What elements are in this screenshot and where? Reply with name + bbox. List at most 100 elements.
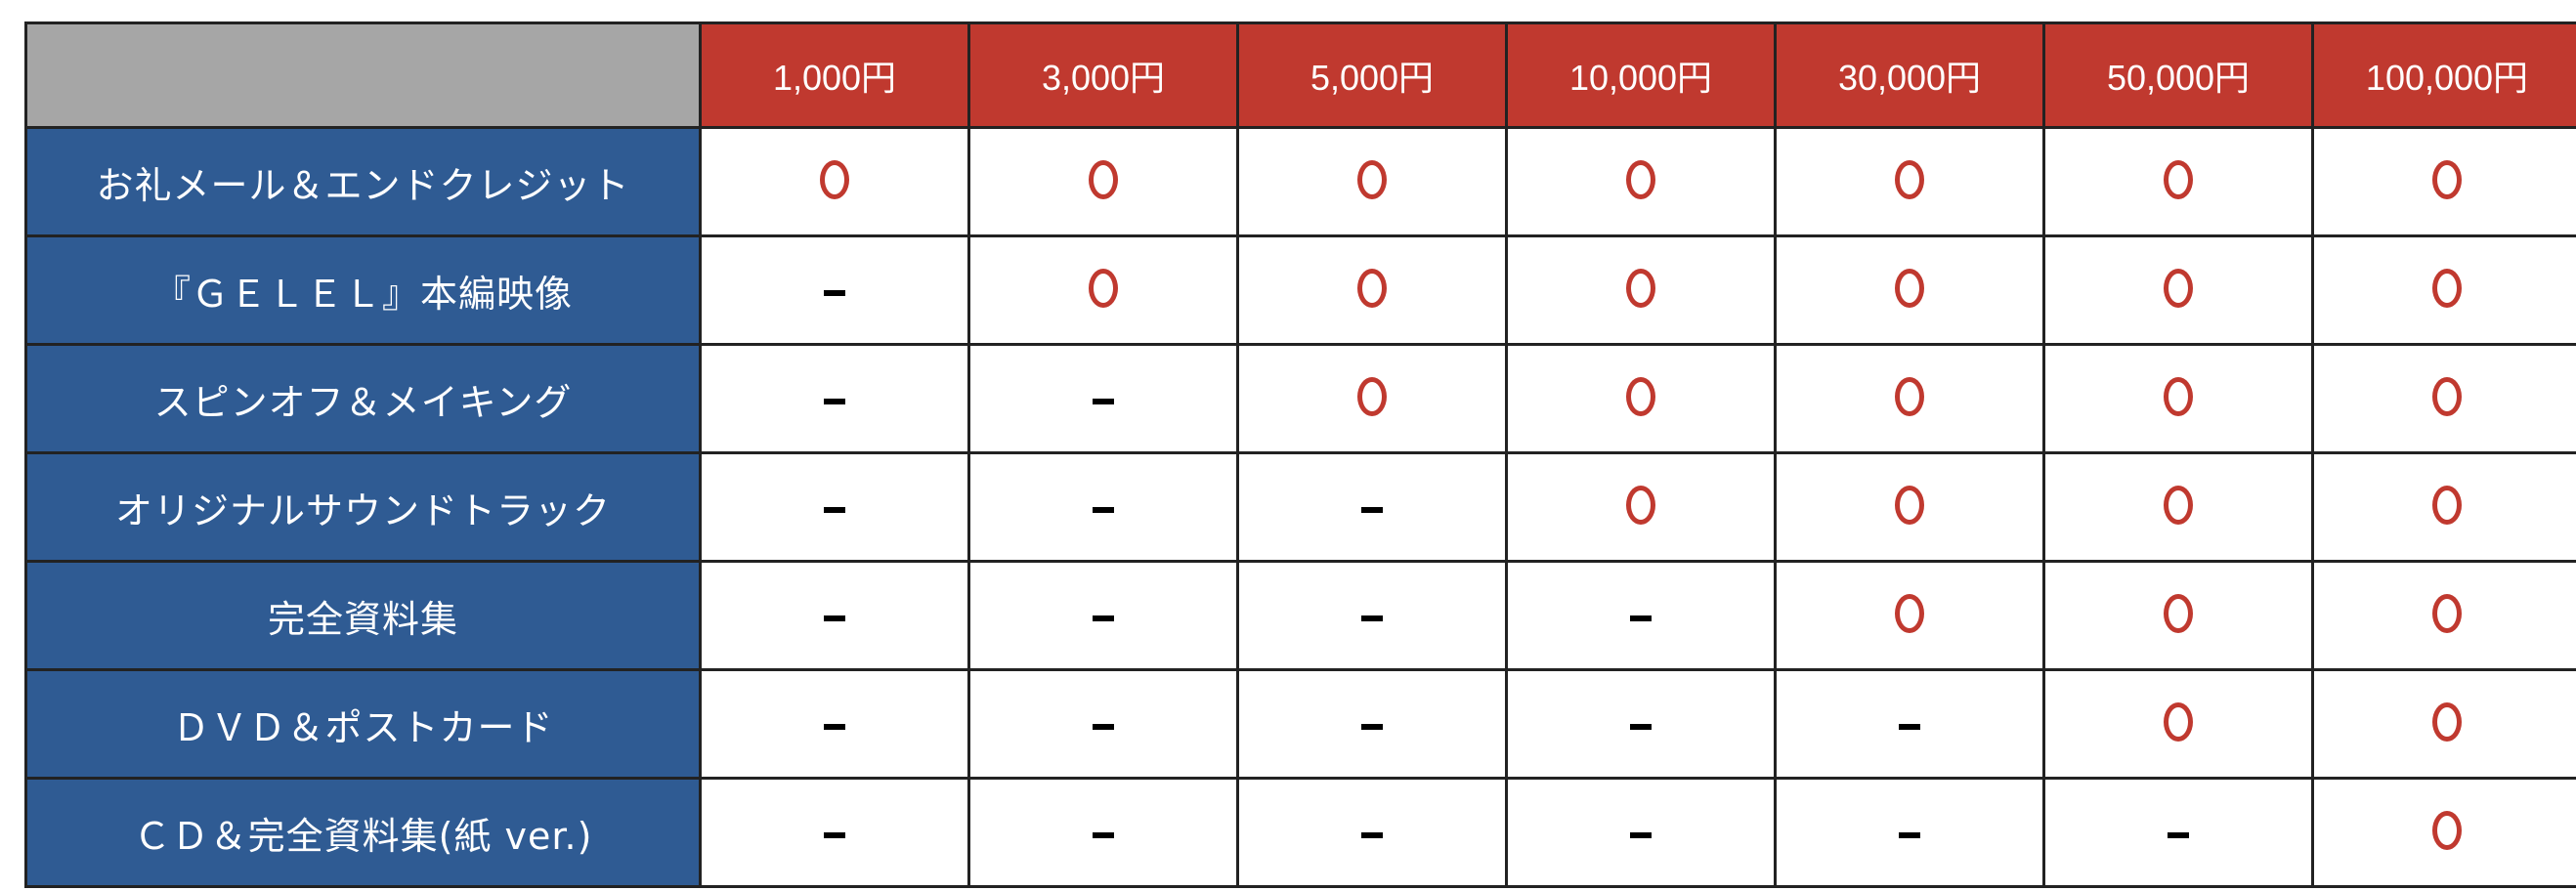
red-circle-icon: [2432, 811, 2462, 850]
dash-icon: [1899, 831, 1920, 838]
dash-icon: [1630, 723, 1652, 730]
red-circle-icon: [1895, 377, 1924, 416]
red-circle-icon: [1357, 377, 1387, 416]
tier-cell: [1505, 451, 1777, 563]
table-row: お礼メール＆エンドクレジット: [24, 126, 2576, 237]
tier-cell: [2042, 234, 2314, 346]
red-circle-icon: [2432, 486, 2462, 525]
dash-icon: [1899, 723, 1920, 730]
dash-icon: [1361, 723, 1383, 730]
dash-icon: [824, 615, 845, 621]
red-circle-icon: [1895, 269, 1924, 308]
dash-icon: [824, 831, 845, 838]
tier-cell: [2042, 668, 2314, 780]
tier-cell: [699, 343, 970, 454]
tier-cell: [1774, 451, 2045, 563]
tier-cell: [967, 451, 1239, 563]
red-circle-icon: [2164, 702, 2193, 742]
red-circle-icon: [2432, 702, 2462, 742]
red-circle-icon: [2432, 377, 2462, 416]
tier-cell: [699, 777, 970, 888]
dash-icon: [1361, 506, 1383, 513]
dash-icon: [824, 506, 845, 513]
red-circle-icon: [1626, 377, 1655, 416]
tier-cell: [699, 234, 970, 346]
tier-cell: [1774, 234, 2045, 346]
tier-cell: [1505, 234, 1777, 346]
red-circle-icon: [1626, 160, 1655, 199]
tier-cell: [1505, 126, 1777, 237]
row-label: ＤＶＤ＆ポストカード: [24, 668, 702, 780]
tier-cell: [2311, 234, 2576, 346]
tier-cell: [1505, 668, 1777, 780]
red-circle-icon: [2432, 269, 2462, 308]
table-row: ＤＶＤ＆ポストカード: [24, 668, 2576, 780]
row-label: スピンオフ＆メイキング: [24, 343, 702, 454]
tier-cell: [1236, 777, 1508, 888]
header-row: 1,000円 3,000円 5,000円 10,000円 30,000円 50,000円 1…: [24, 21, 2576, 129]
tier-cell: [1774, 560, 2045, 671]
tier-header: 30,000円: [1774, 21, 2045, 129]
red-circle-icon: [2164, 269, 2193, 308]
table-row: 完全資料集: [24, 560, 2576, 671]
dash-icon: [1361, 831, 1383, 838]
tier-cell: [2311, 126, 2576, 237]
red-circle-icon: [1357, 160, 1387, 199]
tier-cell: [2042, 777, 2314, 888]
table-row: 『ＧＥＬＥＬ』本編映像: [24, 234, 2576, 346]
red-circle-icon: [2164, 160, 2193, 199]
dash-icon: [1093, 506, 1114, 513]
tier-cell: [1505, 343, 1777, 454]
tier-cell: [967, 668, 1239, 780]
tier-cell: [1774, 777, 2045, 888]
tier-header: 1,000円: [699, 21, 970, 129]
dash-icon: [1093, 831, 1114, 838]
red-circle-icon: [2432, 160, 2462, 199]
dash-icon: [1630, 831, 1652, 838]
tier-cell: [2311, 560, 2576, 671]
dash-icon: [824, 723, 845, 730]
tier-cell: [2042, 343, 2314, 454]
tier-cell: [1774, 668, 2045, 780]
dash-icon: [1093, 398, 1114, 404]
dash-icon: [1093, 723, 1114, 730]
red-circle-icon: [1626, 269, 1655, 308]
tier-cell: [1774, 126, 2045, 237]
red-circle-icon: [2164, 594, 2193, 633]
tier-cell: [1505, 560, 1777, 671]
corner-cell: [24, 21, 702, 129]
tier-cell: [699, 560, 970, 671]
tier-cell: [1774, 343, 2045, 454]
tier-cell: [1236, 451, 1508, 563]
red-circle-icon: [2432, 594, 2462, 633]
table-row: スピンオフ＆メイキング: [24, 343, 2576, 454]
tier-cell: [699, 451, 970, 563]
tier-cell: [967, 560, 1239, 671]
tier-header: 3,000円: [967, 21, 1239, 129]
row-label: ＣＤ＆完全資料集(紙 ver.): [24, 777, 702, 888]
red-circle-icon: [1626, 486, 1655, 525]
tier-cell: [2311, 343, 2576, 454]
tier-cell: [967, 234, 1239, 346]
tier-cell: [1236, 560, 1508, 671]
tier-header: 100,000円: [2311, 21, 2576, 129]
dash-icon: [824, 289, 845, 296]
tier-cell: [967, 126, 1239, 237]
dash-icon: [1630, 615, 1652, 621]
dash-icon: [1361, 615, 1383, 621]
red-circle-icon: [820, 160, 849, 199]
tier-header: 10,000円: [1505, 21, 1777, 129]
dash-icon: [2168, 831, 2189, 838]
dash-icon: [1093, 615, 1114, 621]
tier-cell: [2042, 126, 2314, 237]
row-label: 完全資料集: [24, 560, 702, 671]
dash-icon: [824, 398, 845, 404]
tier-cell: [699, 126, 970, 237]
red-circle-icon: [2164, 377, 2193, 416]
reward-tier-table: 1,000円 3,000円 5,000円 10,000円 30,000円 50,000円 1…: [24, 21, 2576, 888]
tier-cell: [1236, 234, 1508, 346]
red-circle-icon: [1357, 269, 1387, 308]
tier-cell: [2311, 668, 2576, 780]
row-label: お礼メール＆エンドクレジット: [24, 126, 702, 237]
tier-cell: [1236, 343, 1508, 454]
